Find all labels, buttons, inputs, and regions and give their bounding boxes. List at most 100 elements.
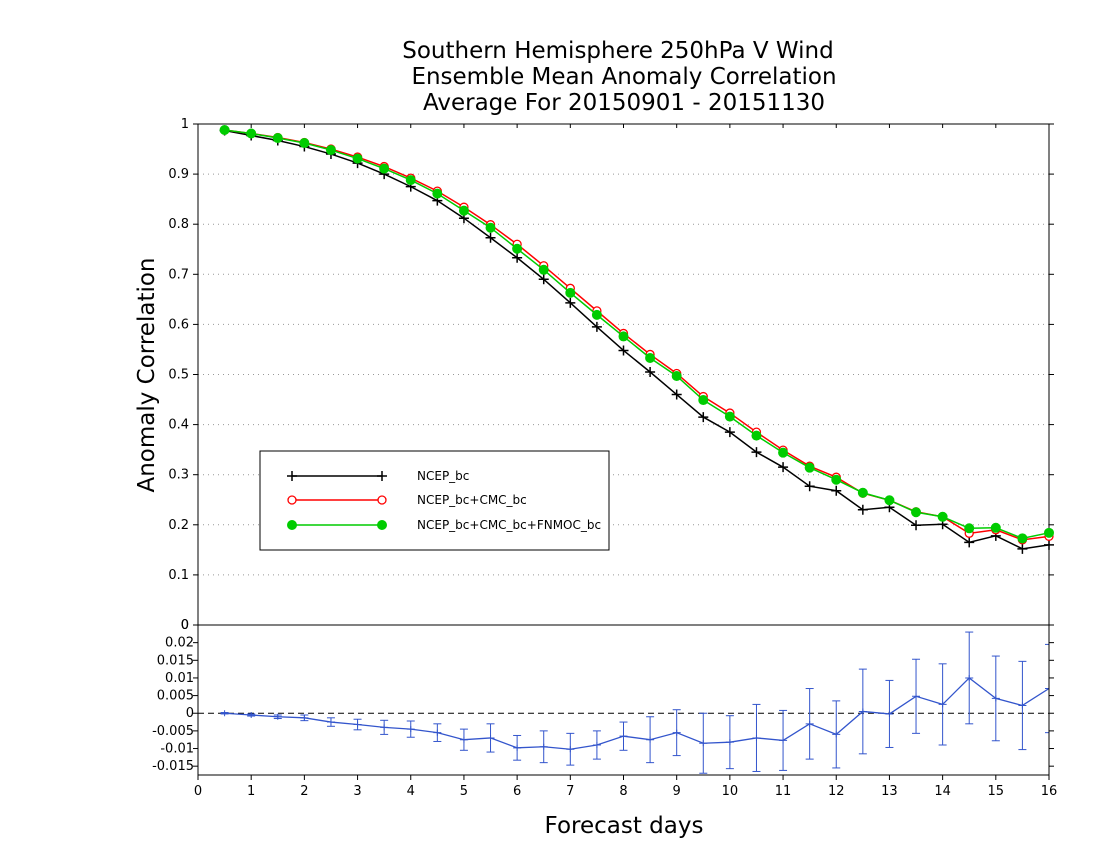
data-point <box>326 719 335 726</box>
y-tick-label: 0.1 <box>168 568 189 583</box>
difference-panel: -0.015 -0.01 -0.005 0 0.005 0.01 0.015 0.02 0 <box>152 618 1054 776</box>
data-point <box>619 733 628 740</box>
x-tick-label: 14 <box>934 784 951 799</box>
plot-frame-bottom <box>197 624 1050 776</box>
data-point <box>857 487 868 498</box>
data-point <box>273 713 282 720</box>
data-point <box>433 729 442 736</box>
data-point <box>752 734 761 741</box>
data-point <box>459 736 468 743</box>
data-point <box>1044 527 1054 538</box>
x-tick-label: 11 <box>775 784 792 799</box>
data-point <box>406 726 415 733</box>
x-tick-label: 1 <box>247 784 255 799</box>
y-tick-label: -0.005 <box>152 724 194 739</box>
series-line <box>224 129 1050 550</box>
x-tick-label: 2 <box>300 784 308 799</box>
data-point <box>513 744 522 751</box>
x-tick-label: 7 <box>566 784 574 799</box>
legend-marker <box>287 520 297 530</box>
legend-marker <box>377 471 387 481</box>
data-point <box>1044 539 1054 550</box>
data-point <box>964 523 975 534</box>
y-tick-label: 1 <box>181 117 189 132</box>
title-line-2: Ensemble Mean Anomaly Correlation <box>411 64 836 90</box>
legend: NCEP_bc NCEP_bc+CMC_bc NCEP_bc+CMC_bc+FNMO… <box>259 450 610 551</box>
data-point <box>912 693 921 700</box>
y-tick-label: 0 <box>181 618 189 633</box>
x-tick-label: 6 <box>513 784 521 799</box>
y-tick-label: 0.7 <box>168 267 189 282</box>
data-point <box>380 724 389 731</box>
data-point <box>565 287 576 298</box>
data-point <box>300 714 309 721</box>
data-point <box>379 163 390 174</box>
data-point <box>832 731 841 738</box>
x-tick-label: 13 <box>881 784 898 799</box>
y-tick-label: 0.3 <box>168 468 189 483</box>
x-tick-label: 0 <box>194 784 202 799</box>
data-point <box>566 746 575 753</box>
x-tick-label: 10 <box>722 784 739 799</box>
data-point <box>778 447 789 458</box>
legend-marker <box>377 495 387 505</box>
data-point <box>1018 702 1027 709</box>
data-point <box>272 133 283 144</box>
x-tick-label: 12 <box>828 784 845 799</box>
data-point <box>485 232 496 243</box>
data-point <box>884 495 895 506</box>
data-point <box>299 138 310 149</box>
data-point <box>485 222 496 233</box>
data-point <box>699 740 708 747</box>
legend-items: NCEP_bc NCEP_bc+CMC_bc NCEP_bc+CMC_bc+FNMO… <box>287 469 601 532</box>
difference-series <box>220 631 1049 774</box>
y-tick-label: 0.6 <box>168 317 189 332</box>
y-tick-label: 0 <box>186 706 194 721</box>
y-tick-label: -0.015 <box>152 759 194 774</box>
y-tick-label: 0.02 <box>165 636 194 651</box>
legend-marker <box>287 495 297 505</box>
data-point <box>804 462 815 473</box>
y-tick-label: 0 <box>181 618 189 633</box>
data-point <box>538 274 549 285</box>
data-point <box>565 297 576 308</box>
y-axis-title: Anomaly Correlation <box>134 257 160 492</box>
y-tick-label: 0.8 <box>168 217 189 232</box>
data-point <box>646 736 655 743</box>
x-tick-label: 5 <box>460 784 468 799</box>
data-point <box>220 710 229 717</box>
x-axis: 0 1 2 3 4 5 6 7 8 9 10 11 12 13 14 15 16 <box>194 124 1057 799</box>
data-point <box>725 739 734 746</box>
data-point <box>486 734 495 741</box>
y-tick-label: 0.9 <box>168 167 189 182</box>
data-point <box>591 309 602 320</box>
data-point <box>325 145 336 156</box>
data-point <box>618 331 629 342</box>
data-point <box>645 366 656 377</box>
x-tick-label: 9 <box>673 784 681 799</box>
data-point <box>512 252 523 263</box>
data-point <box>804 481 815 492</box>
data-point <box>751 447 762 458</box>
data-point <box>591 321 602 332</box>
x-tick-label: 8 <box>619 784 627 799</box>
chart-title: Southern Hemisphere 250hPa V Wind Ensemb… <box>402 38 836 116</box>
data-point <box>779 737 788 744</box>
legend-label: NCEP_bc+CMC_bc+FNMOC_bc <box>417 518 601 532</box>
data-point <box>964 537 975 548</box>
y-tick-label: 0.5 <box>168 368 189 383</box>
data-point <box>247 712 256 718</box>
title-line-3: Average For 20150901 - 20151130 <box>423 90 825 116</box>
x-tick-label: 15 <box>988 784 1005 799</box>
legend-label: NCEP_bc <box>417 469 469 483</box>
y-tick-label: -0.01 <box>160 742 194 757</box>
data-point <box>539 743 548 750</box>
data-point <box>724 427 735 438</box>
data-point <box>432 188 443 199</box>
data-point <box>353 721 362 728</box>
data-point <box>671 371 682 382</box>
title-line-1: Southern Hemisphere 250hPa V Wind <box>402 38 833 64</box>
data-point <box>857 504 868 515</box>
data-point <box>1017 533 1028 544</box>
